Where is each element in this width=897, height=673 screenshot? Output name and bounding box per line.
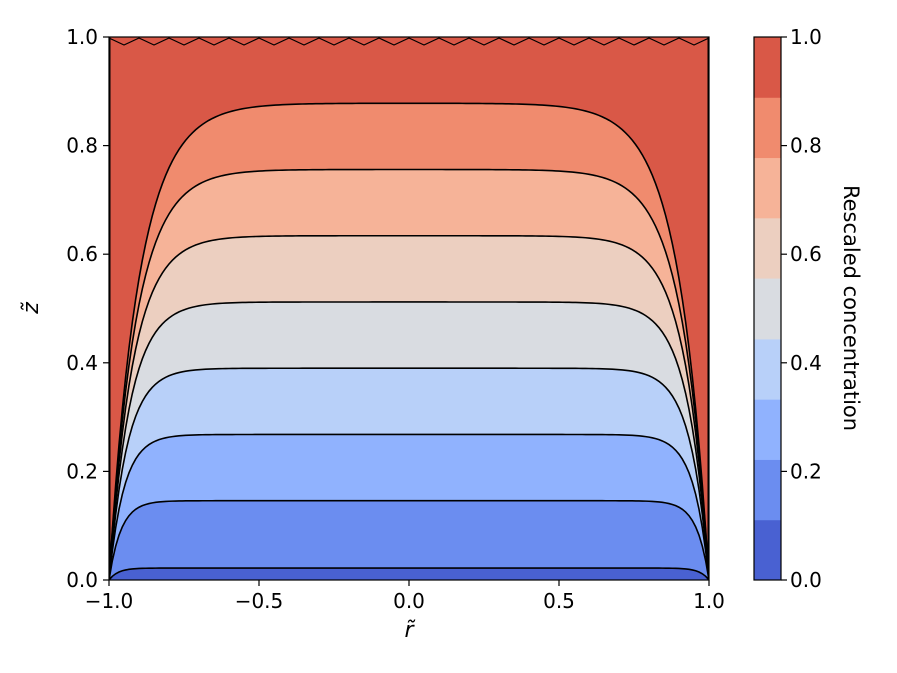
colorbar-tick-label: 0.0 (790, 568, 822, 592)
contour-line (109, 567, 709, 580)
x-tick-label: −0.5 (235, 589, 284, 613)
colorbar-cell (754, 37, 781, 98)
contour-band (109, 37, 709, 580)
colorbar-tick-label: 0.8 (790, 134, 822, 158)
colorbar-cell (754, 459, 781, 521)
y-tick-label: 1.0 (66, 25, 98, 49)
x-axis-label: r̃ (404, 618, 416, 643)
colorbar-cell (754, 97, 781, 159)
colorbar: 0.0 0.2 0.4 0.6 0.8 1.0 Rescaled concentratio… (753, 25, 863, 592)
colorbar-tick-label: 0.2 (790, 459, 822, 483)
colorbar-tick-label: 0.4 (790, 351, 822, 375)
contour-line (109, 433, 709, 580)
contour-line (109, 37, 709, 46)
y-tick-label: 0.6 (66, 242, 98, 266)
x-tick-label: −1.0 (85, 589, 134, 613)
y-tick-label: 0.0 (66, 568, 98, 592)
x-tick-label: 1.0 (693, 589, 725, 613)
y-tick-label: 0.2 (66, 459, 98, 483)
colorbar-cell (754, 399, 781, 460)
contour-line (109, 301, 709, 580)
contour-band (109, 37, 709, 580)
contour-line (109, 168, 709, 580)
x-tick-label: 0.0 (393, 589, 425, 613)
colorbar-label: Rescaled concentration (839, 185, 863, 431)
x-tick-label: 0.5 (543, 589, 575, 613)
colorbar-cell (754, 217, 781, 279)
y-axis-label: z̃ (19, 302, 44, 315)
colorbar-tick-label: 0.6 (790, 242, 822, 266)
contour-line (109, 102, 709, 580)
colorbar-cell (754, 157, 781, 219)
y-tick-label: 0.4 (66, 351, 98, 375)
contour-line (109, 499, 709, 580)
contour-line (109, 234, 709, 580)
colorbar-cell (754, 278, 781, 340)
colorbar-cell (754, 519, 781, 581)
plot-area (109, 37, 709, 580)
contour-lines (109, 37, 709, 580)
contour-line (109, 367, 709, 580)
y-tick-label: 0.8 (66, 134, 98, 158)
colorbar-frame (753, 36, 782, 581)
x-axis: −1.0 −0.5 0.0 0.5 1.0 r̃ (85, 580, 725, 643)
colorbar-tick-label: 1.0 (790, 25, 822, 49)
y-axis: 0.0 0.2 0.4 0.6 0.8 1.0 z̃ (19, 25, 109, 592)
contour-bands (109, 37, 709, 580)
colorbar-cell (754, 338, 781, 400)
